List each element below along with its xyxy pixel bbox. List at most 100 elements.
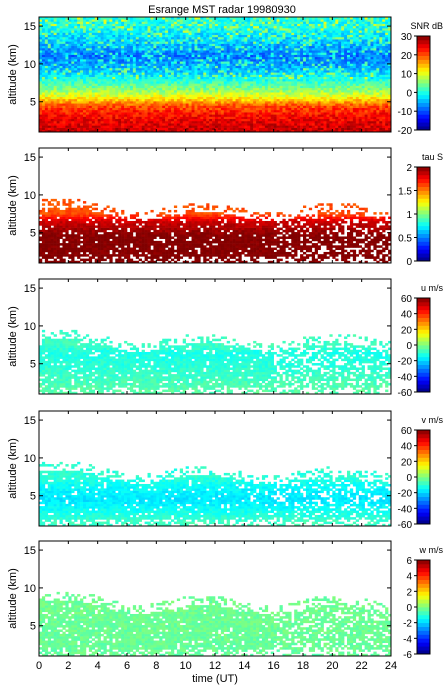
heatmap-cell bbox=[267, 43, 272, 47]
heatmap-cell bbox=[203, 89, 207, 93]
heatmap-cell bbox=[135, 50, 140, 53]
heatmap-cell bbox=[62, 63, 66, 66]
heatmap-cell bbox=[147, 89, 151, 93]
heatmap-cell bbox=[226, 45, 230, 49]
heatmap-cell bbox=[308, 103, 313, 106]
heatmap-cell bbox=[305, 89, 310, 93]
heatmap-cell bbox=[367, 45, 371, 49]
heatmap-cell bbox=[379, 61, 383, 64]
heatmap-cell bbox=[291, 59, 295, 62]
heatmap-cell bbox=[44, 129, 49, 133]
heatmap-cell bbox=[74, 120, 78, 124]
heatmap-cell bbox=[71, 41, 75, 44]
heatmap-cell bbox=[188, 114, 192, 117]
heatmap-cell bbox=[50, 78, 54, 82]
heatmap-cell bbox=[361, 125, 365, 128]
heatmap-cell bbox=[373, 41, 377, 44]
heatmap-cell bbox=[194, 54, 198, 58]
heatmap-cell bbox=[358, 92, 362, 95]
heatmap-cell bbox=[259, 85, 263, 89]
heatmap-cell bbox=[379, 127, 383, 131]
heatmap-cell bbox=[150, 61, 154, 64]
heatmap-cell bbox=[253, 45, 257, 49]
heatmap-cell bbox=[373, 59, 377, 62]
heatmap-cell bbox=[100, 74, 104, 78]
heatmap-cell bbox=[376, 45, 380, 49]
heatmap-cell bbox=[176, 65, 181, 69]
heatmap-cell bbox=[376, 78, 380, 82]
heatmap-cell bbox=[329, 118, 333, 122]
heatmap-cell bbox=[279, 109, 283, 113]
heatmap-cell bbox=[215, 116, 219, 120]
heatmap-cell bbox=[97, 83, 101, 86]
heatmap-cell bbox=[273, 81, 277, 84]
heatmap-cell bbox=[349, 118, 354, 122]
heatmap-cell bbox=[267, 54, 272, 58]
heatmap-cell bbox=[50, 50, 54, 53]
heatmap-cell bbox=[370, 116, 374, 120]
heatmap-cell bbox=[203, 92, 207, 95]
heatmap-cell bbox=[129, 103, 134, 106]
heatmap-cell bbox=[352, 72, 357, 75]
heatmap-cell bbox=[370, 50, 374, 53]
heatmap-cell bbox=[291, 74, 295, 78]
heatmap-cell bbox=[47, 107, 52, 111]
heatmap-cell bbox=[124, 127, 128, 131]
heatmap-cell bbox=[361, 61, 365, 64]
heatmap-cell bbox=[314, 67, 318, 71]
heatmap-cell bbox=[217, 50, 222, 53]
heatmap-cell bbox=[168, 109, 172, 113]
heatmap-cell bbox=[373, 61, 377, 64]
heatmap-cell bbox=[335, 50, 339, 53]
heatmap-cell bbox=[159, 96, 163, 100]
heatmap-cell bbox=[141, 129, 145, 133]
heatmap-cell bbox=[147, 123, 151, 126]
heatmap-cell bbox=[176, 56, 181, 60]
heatmap-cell bbox=[314, 127, 318, 131]
heatmap-cell bbox=[62, 105, 66, 108]
heatmap-cell bbox=[77, 85, 81, 89]
heatmap-cell bbox=[232, 54, 236, 58]
heatmap-cell bbox=[147, 107, 151, 111]
heatmap-cell bbox=[373, 116, 377, 120]
heatmap-cell bbox=[144, 47, 148, 51]
heatmap-cell bbox=[112, 41, 116, 44]
heatmap-cell bbox=[300, 76, 304, 80]
heatmap-cell bbox=[88, 65, 93, 69]
heatmap-cell bbox=[367, 63, 371, 66]
heatmap-cell bbox=[285, 120, 289, 124]
heatmap-cell bbox=[291, 87, 295, 91]
heatmap-cell bbox=[241, 123, 245, 126]
heatmap-cell bbox=[212, 81, 216, 84]
heatmap-cell bbox=[223, 114, 228, 117]
heatmap-cell bbox=[308, 72, 313, 75]
heatmap-cell bbox=[182, 59, 186, 62]
heatmap-cell bbox=[376, 83, 380, 86]
heatmap-cell bbox=[100, 103, 104, 106]
heatmap-cell bbox=[135, 52, 140, 55]
heatmap-cell bbox=[232, 118, 236, 122]
heatmap-cell bbox=[188, 52, 192, 55]
heatmap-cell bbox=[244, 89, 248, 93]
heatmap-cell bbox=[203, 52, 207, 55]
heatmap-cell bbox=[165, 114, 169, 117]
heatmap-cell bbox=[85, 83, 90, 86]
heatmap-cell bbox=[229, 76, 233, 80]
heatmap-cell bbox=[85, 45, 90, 49]
heatmap-cell bbox=[209, 107, 213, 111]
heatmap-cell bbox=[124, 118, 128, 122]
heatmap-cell bbox=[212, 89, 216, 93]
heatmap-cell bbox=[250, 67, 254, 71]
heatmap-cell bbox=[244, 116, 248, 120]
heatmap-cell bbox=[303, 65, 307, 69]
heatmap-cell bbox=[235, 103, 239, 106]
heatmap-cell bbox=[273, 47, 277, 51]
heatmap-cell bbox=[56, 114, 60, 117]
heatmap-cell bbox=[156, 109, 160, 113]
heatmap-cell bbox=[212, 101, 216, 104]
heatmap-cell bbox=[115, 50, 119, 53]
heatmap-cell bbox=[71, 114, 75, 117]
heatmap-cell bbox=[226, 50, 230, 53]
heatmap-cell bbox=[238, 118, 242, 122]
heatmap-cell bbox=[294, 98, 298, 102]
